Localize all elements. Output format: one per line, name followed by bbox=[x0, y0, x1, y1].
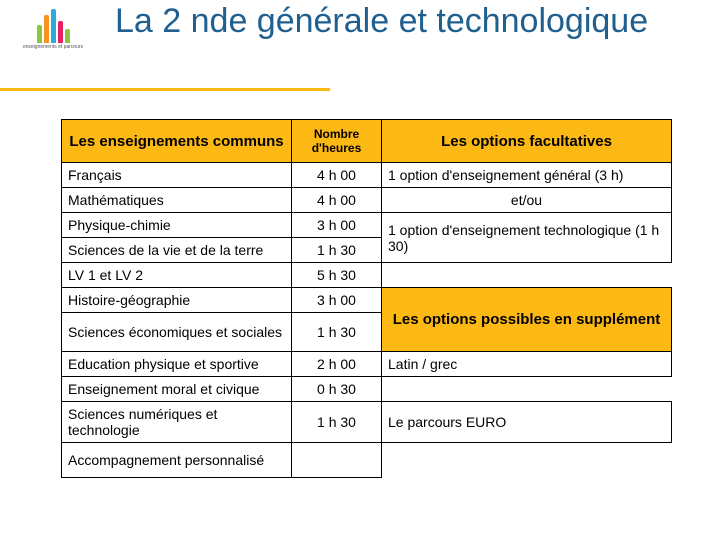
option-euro: Le parcours EURO bbox=[381, 401, 672, 443]
options-supplement-header: Les options possibles en supplément bbox=[381, 287, 672, 352]
spacer bbox=[381, 376, 672, 402]
subject-hours: 3 h 00 bbox=[291, 287, 382, 313]
title-area: La 2 nde générale et technologique bbox=[0, 0, 720, 48]
subject-name: Education physique et sportive bbox=[61, 351, 292, 377]
option-tech: 1 option d'enseignement technologique (1… bbox=[381, 212, 672, 263]
subject-name: Français bbox=[61, 162, 292, 188]
spacer bbox=[381, 262, 672, 288]
hours-header: Nombre d'heures bbox=[291, 119, 382, 163]
content-grid: Les enseignements communsNombre d'heures… bbox=[62, 120, 692, 478]
subject-hours: 1 h 30 bbox=[291, 401, 382, 443]
subject-name: Sciences économiques et sociales bbox=[61, 312, 292, 352]
subject-name: Physique-chimie bbox=[61, 212, 292, 238]
subject-hours: 1 h 30 bbox=[291, 312, 382, 352]
subjects-header: Les enseignements communs bbox=[61, 119, 292, 163]
subject-name: Accompagnement personnalisé bbox=[61, 442, 292, 478]
subject-hours: 0 h 30 bbox=[291, 376, 382, 402]
subject-hours: 1 h 30 bbox=[291, 237, 382, 263]
subject-name: Enseignement moral et civique bbox=[61, 376, 292, 402]
page-title: La 2 nde générale et technologique bbox=[115, 4, 720, 40]
title-underline bbox=[0, 88, 330, 91]
empty bbox=[381, 442, 672, 478]
subject-hours: 4 h 00 bbox=[291, 187, 382, 213]
subject-name: Sciences numériques et technologie bbox=[61, 401, 292, 443]
subject-name: Mathématiques bbox=[61, 187, 292, 213]
option-and-or: et/ou bbox=[381, 187, 672, 213]
option-general: 1 option d'enseignement général (3 h) bbox=[381, 162, 672, 188]
option-latin: Latin / grec bbox=[381, 351, 672, 377]
subject-name: Histoire-géographie bbox=[61, 287, 292, 313]
subject-name: LV 1 et LV 2 bbox=[61, 262, 292, 288]
subject-hours: 4 h 00 bbox=[291, 162, 382, 188]
options-facultatives-header: Les options facultatives bbox=[381, 119, 672, 163]
subject-name: Sciences de la vie et de la terre bbox=[61, 237, 292, 263]
subject-hours: 3 h 00 bbox=[291, 212, 382, 238]
subject-hours: 2 h 00 bbox=[291, 351, 382, 377]
subject-hours: 5 h 30 bbox=[291, 262, 382, 288]
subject-hours bbox=[291, 442, 382, 478]
